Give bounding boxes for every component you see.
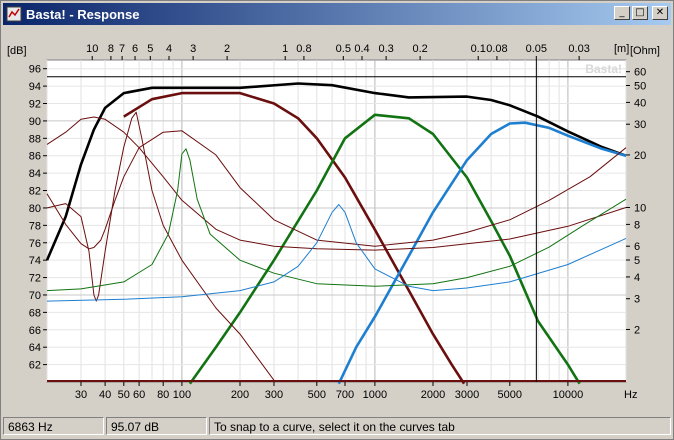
y-left-tick-label: 64 <box>29 342 41 354</box>
x-tick-label: 1000 <box>363 389 387 401</box>
top-tick-label: 0.1 <box>471 43 486 55</box>
y-right-unit-label: [Ohm] <box>630 45 660 57</box>
y-right-tick-label: 4 <box>634 272 640 284</box>
title-bar[interactable]: Basta! - Response _ □ ✕ <box>3 3 671 25</box>
y-left-tick-label: 80 <box>29 203 41 215</box>
y-right-tick-label: 20 <box>634 150 646 162</box>
y-left-tick-label: 86 <box>29 151 41 163</box>
y-left-tick-label: 96 <box>29 64 41 76</box>
x-tick-label: 300 <box>265 389 283 401</box>
y-left-tick-label: 72 <box>29 273 41 285</box>
y-right-tick-label: 2 <box>634 324 640 336</box>
y-right-tick-label: 6 <box>634 241 640 253</box>
top-tick-label: 0.08 <box>486 43 507 55</box>
y-right-tick-label: 40 <box>634 97 646 109</box>
y-left-tick-label: 88 <box>29 133 41 145</box>
status-frequency: 6863 Hz <box>3 417 104 435</box>
status-level: 95.07 dB <box>106 417 207 435</box>
y-left-tick-label: 68 <box>29 307 41 319</box>
x-tick-label: 3000 <box>455 389 479 401</box>
top-tick-label: 0.8 <box>296 43 311 55</box>
top-tick-label: 1 <box>282 43 288 55</box>
y-left-tick-label: 94 <box>29 81 41 93</box>
y-right-tick-label: 30 <box>634 119 646 131</box>
top-tick-label: 0.4 <box>354 43 369 55</box>
top-tick-label: 6 <box>132 43 138 55</box>
maximize-button[interactable]: □ <box>632 6 648 20</box>
x-tick-label: 100 <box>173 389 191 401</box>
x-tick-label: 700 <box>336 389 354 401</box>
status-hint: To snap to a curve, select it on the cur… <box>209 417 671 435</box>
x-tick-label: 10000 <box>553 389 584 401</box>
window-title: Basta! - Response <box>26 6 140 22</box>
response-chart[interactable]: Basta!30 40 50 60 80 100 200 300 500 700 1000 2000 3… <box>3 26 671 415</box>
y-left-tick-label: 84 <box>29 168 41 180</box>
x-tick-label: 60 <box>133 389 145 401</box>
y-left-tick-label: 62 <box>29 360 41 372</box>
x-tick-label: 2000 <box>421 389 445 401</box>
top-tick-label: 7 <box>119 43 125 55</box>
top-tick-label: 10 <box>86 43 98 55</box>
y-left-tick-label: 66 <box>29 325 41 337</box>
response-curve-5 <box>46 111 275 381</box>
top-tick-label: 8 <box>108 43 114 55</box>
y-left-tick-label: 92 <box>29 99 41 111</box>
plot-area <box>46 59 627 383</box>
x-tick-label: 50 <box>118 389 130 401</box>
y-left-unit-label: [dB] <box>7 45 27 57</box>
x-tick-label: 80 <box>157 389 169 401</box>
top-tick-label: 4 <box>166 43 172 55</box>
y-left-tick-label: 74 <box>29 255 41 267</box>
x-tick-label: 5000 <box>498 389 522 401</box>
response-curve-3 <box>188 113 581 385</box>
response-curve-2 <box>123 91 466 385</box>
top-tick-label: 0.5 <box>336 43 351 55</box>
y-right-tick-label: 3 <box>634 294 640 306</box>
y-left-tick-label: 78 <box>29 220 41 232</box>
watermark-text: Basta! <box>585 62 622 76</box>
close-button[interactable]: ✕ <box>652 6 668 20</box>
top-tick-label: 0.2 <box>412 43 427 55</box>
response-curve-9 <box>46 204 627 302</box>
response-curve-7 <box>46 116 627 251</box>
y-left-tick-label: 70 <box>29 290 41 302</box>
top-unit-label: [m] <box>614 43 629 55</box>
speaker-app-icon <box>6 6 22 22</box>
top-tick-label: 3 <box>190 43 196 55</box>
x-unit-label: Hz <box>624 389 637 401</box>
top-tick-label: 2 <box>224 43 230 55</box>
y-left-tick-label: 76 <box>29 238 41 250</box>
x-tick-label: 200 <box>231 389 249 401</box>
response-curve-6 <box>46 130 627 250</box>
x-tick-label: 30 <box>75 389 87 401</box>
y-right-tick-label: 60 <box>634 67 646 79</box>
response-curve-4 <box>337 121 627 385</box>
top-tick-label: 0.03 <box>568 43 589 55</box>
y-right-tick-label: 10 <box>634 202 646 214</box>
x-tick-label: 500 <box>308 389 326 401</box>
minimize-button[interactable]: _ <box>614 6 630 20</box>
y-right-tick-label: 5 <box>634 255 640 267</box>
top-tick-label: 5 <box>147 43 153 55</box>
y-right-tick-label: 50 <box>634 81 646 93</box>
y-left-tick-label: 82 <box>29 186 41 198</box>
y-right-tick-label: 8 <box>634 219 640 231</box>
top-tick-label: 0.05 <box>526 43 547 55</box>
x-tick-label: 40 <box>99 389 111 401</box>
response-curve-1 <box>45 82 627 261</box>
top-tick-label: 0.3 <box>378 43 393 55</box>
response-curve-8 <box>46 148 627 292</box>
status-bar: 6863 Hz 95.07 dB To snap to a curve, sel… <box>3 417 671 437</box>
y-left-tick-label: 90 <box>29 116 41 128</box>
